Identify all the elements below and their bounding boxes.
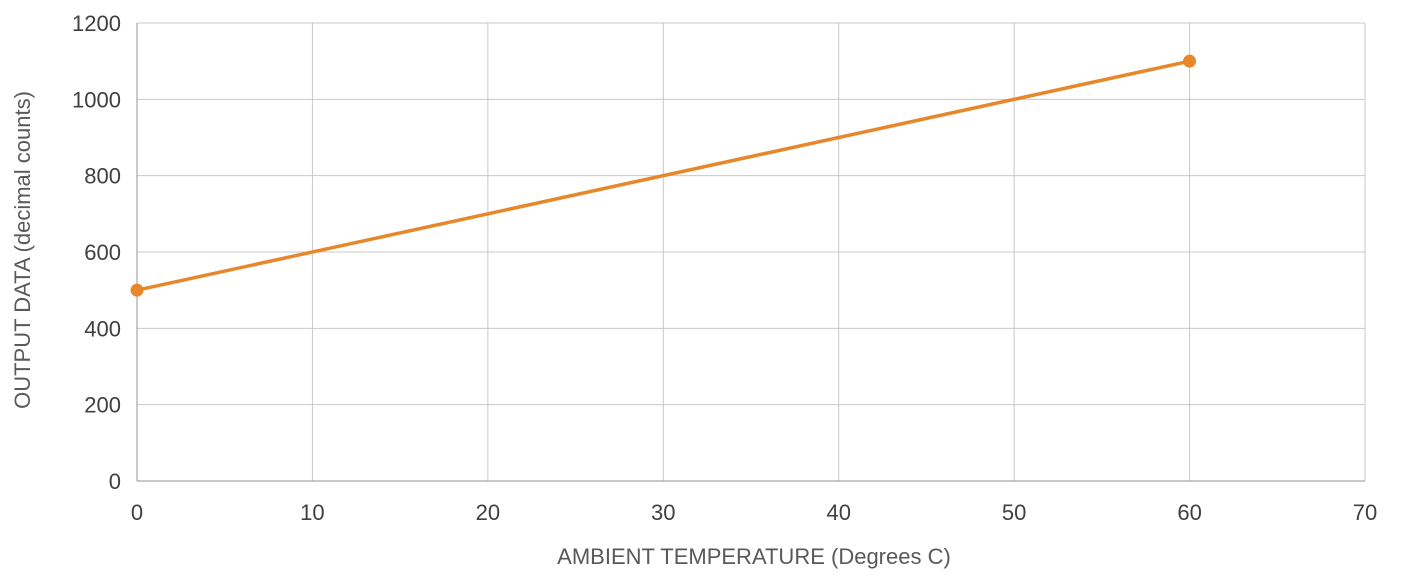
x-axis-title: AMBIENT TEMPERATURE (Degrees C)	[557, 544, 951, 569]
series-line	[135, 59, 1192, 292]
x-tick-label: 30	[651, 500, 675, 525]
y-tick-label: 200	[84, 393, 121, 418]
y-axis-title: OUTPUT DATA (decimal counts)	[10, 91, 35, 409]
x-tick-label: 10	[300, 500, 324, 525]
y-tick-label: 0	[109, 469, 121, 494]
series-layer	[130, 54, 1197, 297]
axes	[136, 23, 1365, 482]
tick-labels: 0 10 20 30 40 50 60 70 0 200 400 600 800 1000 1200	[72, 11, 1377, 525]
data-point	[130, 283, 144, 297]
x-tick-label: 0	[131, 500, 143, 525]
y-tick-label: 800	[84, 164, 121, 189]
x-tick-label: 20	[476, 500, 500, 525]
y-tick-label: 1000	[72, 87, 121, 112]
x-tick-label: 50	[1002, 500, 1026, 525]
y-tick-label: 1200	[72, 11, 121, 36]
y-tick-label: 600	[84, 240, 121, 265]
x-tick-label: 70	[1353, 500, 1377, 525]
x-tick-label: 40	[826, 500, 850, 525]
gridlines	[137, 22, 1366, 481]
x-tick-label: 60	[1177, 500, 1201, 525]
y-tick-label: 400	[84, 316, 121, 341]
data-point	[1183, 54, 1197, 68]
